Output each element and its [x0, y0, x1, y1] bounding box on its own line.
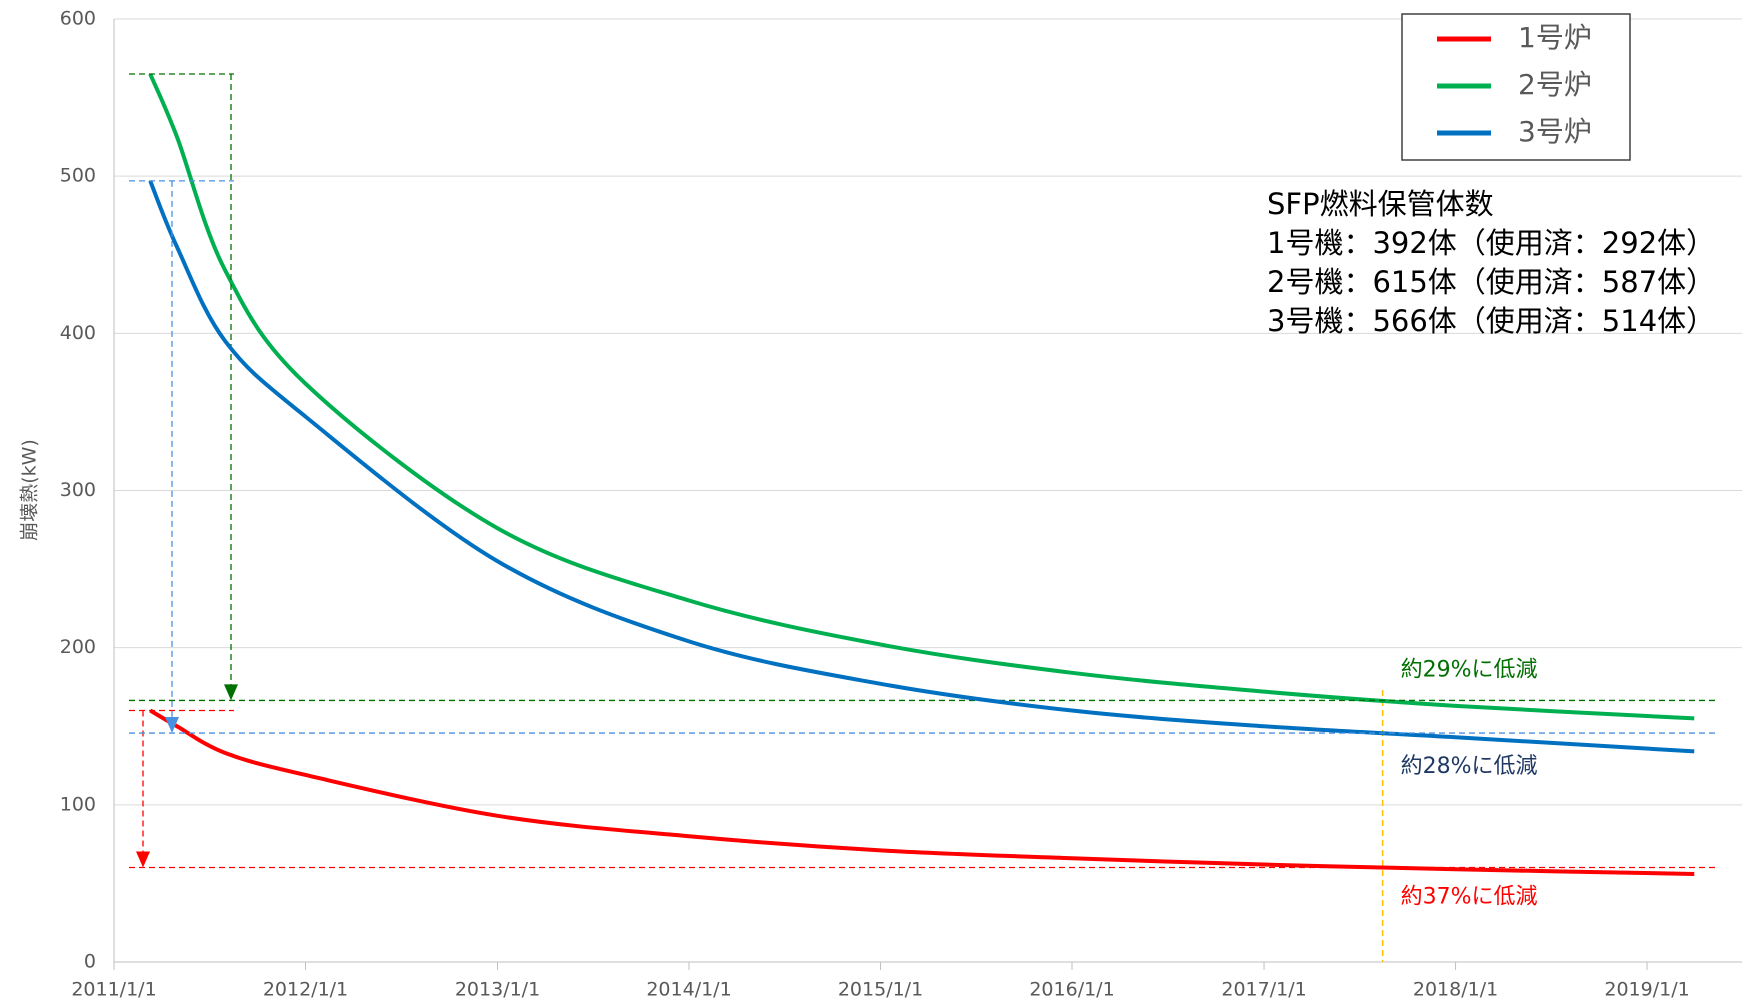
x-tick-label: 2016/1/1: [1029, 979, 1114, 1001]
info-line: 1号機：392体（使用済：292体）: [1267, 226, 1715, 260]
legend-label: 3号炉: [1518, 115, 1592, 148]
y-tick-label: 300: [60, 479, 96, 501]
series-line: [148, 73, 1695, 721]
x-tick-label: 2019/1/1: [1604, 979, 1689, 1001]
y-tick-label: 0: [84, 951, 96, 973]
arrow-head: [136, 851, 150, 868]
x-tick-label: 2017/1/1: [1221, 979, 1306, 1001]
x-tick-label: 2013/1/1: [455, 979, 540, 1001]
legend-box: [1401, 13, 1631, 161]
legend-label: 1号炉: [1518, 21, 1592, 54]
annotation: 約29%に低減: [1401, 657, 1538, 682]
info-line: 3号機：566体（使用済：514体）: [1267, 304, 1715, 338]
series-line: [148, 180, 1695, 754]
x-tick-label: 2014/1/1: [646, 979, 731, 1001]
x-tick-label: 2018/1/1: [1413, 979, 1498, 1001]
y-tick-label: 400: [60, 322, 96, 344]
x-tick-label: 2011/1/1: [71, 979, 156, 1001]
y-axis-label: 崩壊熱(kW): [19, 439, 41, 541]
series-line: [149, 708, 1695, 876]
x-tick-label: 2015/1/1: [838, 979, 923, 1001]
y-tick-label: 600: [60, 8, 96, 30]
info-line: 2号機：615体（使用済：587体）: [1267, 265, 1715, 299]
y-tick-label: 200: [60, 636, 96, 658]
y-tick-label: 500: [60, 165, 96, 187]
legend-label: 2号炉: [1518, 68, 1592, 101]
info-title: SFP燃料保管体数: [1267, 187, 1494, 221]
annotation: 約28%に低減: [1401, 754, 1538, 779]
arrow-head: [224, 684, 238, 701]
y-tick-label: 100: [60, 793, 96, 815]
x-tick-label: 2012/1/1: [263, 979, 348, 1001]
legend: 1号炉 2号炉 3号炉: [1401, 13, 1631, 161]
arrow-head: [165, 717, 179, 734]
annotation: 約37%に低減: [1401, 884, 1538, 909]
